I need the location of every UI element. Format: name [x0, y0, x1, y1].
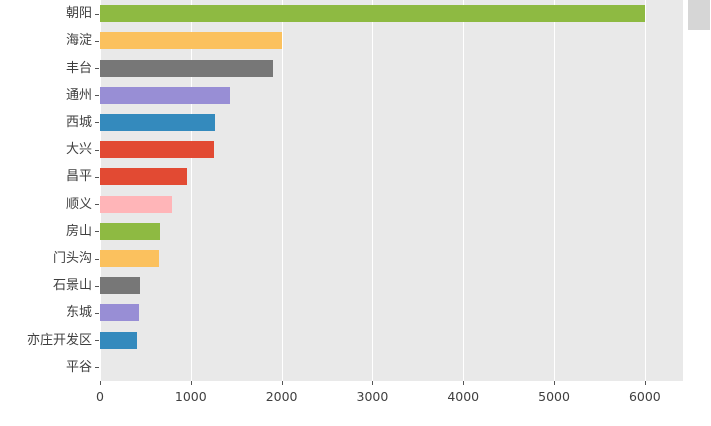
y-tick-label: 大兴	[65, 142, 92, 158]
y-tick-mark	[95, 122, 99, 124]
y-tick-mark	[95, 149, 99, 151]
y-tick-label: 房山	[65, 223, 92, 239]
x-tick-mark	[644, 381, 646, 385]
y-tick-label: 西城	[65, 114, 92, 130]
y-tick-label: 昌平	[65, 169, 92, 185]
y-tick-mark	[95, 68, 99, 70]
x-tick-label: 2000	[265, 389, 298, 404]
y-tick-mark	[95, 258, 99, 260]
y-tick-label: 亦庄开发区	[26, 332, 92, 348]
gridline	[100, 0, 101, 381]
y-tick-mark	[95, 40, 99, 42]
y-tick-label: 丰台	[65, 60, 92, 76]
gridline	[554, 0, 556, 381]
y-tick-mark	[95, 176, 99, 178]
x-tick-label: 3000	[356, 389, 389, 404]
bar-13	[100, 331, 137, 349]
bar-10	[100, 250, 159, 268]
scrollbar-fragment[interactable]	[688, 0, 710, 30]
x-tick-mark	[463, 381, 465, 385]
y-tick-mark	[95, 231, 99, 233]
bar-2	[100, 32, 282, 50]
bar-12	[100, 304, 139, 322]
bar-3	[100, 59, 273, 77]
plot-area	[100, 0, 683, 381]
y-tick-label: 平谷	[65, 359, 92, 375]
y-tick-label: 东城	[65, 305, 92, 321]
gridline	[463, 0, 465, 381]
x-tick-label: 4000	[447, 389, 480, 404]
y-tick-label: 顺义	[65, 196, 92, 212]
gridline	[281, 0, 283, 381]
bar-11	[100, 277, 140, 295]
y-tick-mark	[95, 367, 99, 369]
y-tick-mark	[95, 312, 99, 314]
x-tick-mark	[190, 381, 192, 385]
y-tick-mark	[95, 285, 99, 287]
bar-4	[100, 86, 230, 104]
x-tick-label: 6000	[628, 389, 661, 404]
y-tick-mark	[95, 340, 99, 342]
y-tick-mark	[95, 95, 99, 97]
bar-7	[100, 168, 187, 186]
x-tick-mark	[554, 381, 556, 385]
y-tick-mark	[95, 13, 99, 15]
bar-1	[100, 5, 645, 23]
y-tick-label: 石景山	[52, 278, 92, 294]
y-tick-label: 海淀	[65, 33, 92, 49]
x-tick-mark	[372, 381, 374, 385]
gridline	[372, 0, 374, 381]
y-tick-label: 门头沟	[52, 251, 92, 267]
bar-6	[100, 141, 214, 159]
y-tick-label: 通州	[65, 87, 92, 103]
x-tick-label: 1000	[174, 389, 207, 404]
bar-9	[100, 222, 160, 240]
y-tick-mark	[95, 204, 99, 206]
bar-8	[100, 195, 172, 213]
y-tick-label: 朝阳	[65, 6, 92, 22]
bar-5	[100, 113, 215, 131]
x-tick-label: 0	[96, 389, 104, 404]
gridline	[190, 0, 192, 381]
x-tick-mark	[100, 381, 101, 385]
gridline	[644, 0, 646, 381]
x-tick-mark	[281, 381, 283, 385]
x-tick-label: 5000	[538, 389, 570, 404]
